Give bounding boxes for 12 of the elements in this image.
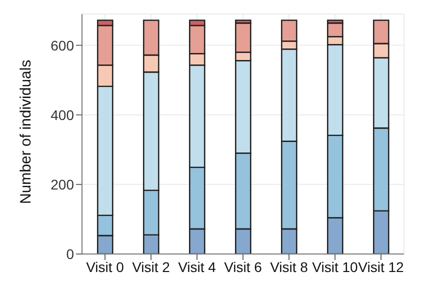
x-tick-label: Visit 4 — [178, 258, 216, 275]
y-axis-title: Number of individuals — [17, 60, 34, 204]
x-tick-label: Visit 8 — [270, 258, 308, 275]
y-tick-label: 0 — [66, 246, 74, 262]
x-tick-label: Visit 0 — [86, 258, 124, 275]
x-tick-label: Visit 6 — [224, 258, 262, 275]
y-tick-label: 200 — [50, 176, 74, 192]
x-tick-label: Visit 10 — [312, 258, 358, 275]
x-tick-label: Visit 2 — [132, 258, 170, 275]
y-tick-label: 600 — [50, 37, 74, 54]
x-tick-label: Visit 12 — [358, 258, 404, 275]
y-tick-label: 400 — [50, 106, 74, 123]
